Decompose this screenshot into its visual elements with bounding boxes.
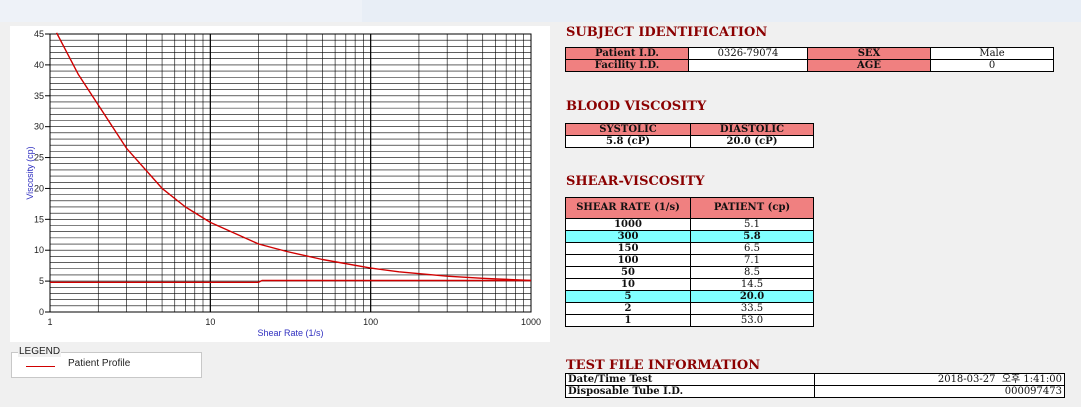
patient-cp-cell: 33.5 bbox=[690, 302, 814, 315]
blood-title: BLOOD VISCOSITY bbox=[566, 99, 707, 114]
y-tick-label: 45 bbox=[34, 29, 44, 39]
systolic-label: SYSTOLIC bbox=[565, 123, 691, 136]
y-tick-label: 10 bbox=[34, 245, 44, 255]
systolic-value: 5.8 (cP) bbox=[565, 135, 691, 148]
shear-row: 1 53.0 bbox=[565, 314, 814, 327]
shear-rate-cell: 2 bbox=[565, 302, 691, 315]
shear-title: SHEAR-VISCOSITY bbox=[566, 174, 705, 189]
y-tick-label: 5 bbox=[39, 276, 44, 286]
facility-id-value bbox=[688, 59, 808, 72]
sex-value: Male bbox=[930, 47, 1054, 60]
shear-rate-cell: 1000 bbox=[565, 218, 691, 231]
patient-cp-cell: 20.0 bbox=[690, 290, 814, 303]
x-tick-label: 1 bbox=[47, 317, 52, 327]
shear-rate-cell: 1 bbox=[565, 314, 691, 327]
y-tick-label: 30 bbox=[34, 122, 44, 132]
sex-label: SEX bbox=[807, 47, 931, 60]
plot-area bbox=[49, 33, 532, 313]
patient-cp-cell: 6.5 bbox=[690, 242, 814, 255]
patient-cp-header: PATIENT (cp) bbox=[690, 197, 814, 219]
blood-table: SYSTOLIC DIASTOLIC 5.8 (cP) 20.0 (cP) bbox=[565, 123, 814, 148]
shear-rate-cell: 10 bbox=[565, 278, 691, 291]
patient-cp-cell: 8.5 bbox=[690, 266, 814, 279]
age-label: AGE bbox=[807, 59, 931, 72]
shear-row: 5 20.0 bbox=[565, 290, 814, 303]
top-strip bbox=[0, 0, 1081, 22]
patient-cp-cell: 14.5 bbox=[690, 278, 814, 291]
shear-rate-cell: 5 bbox=[565, 290, 691, 303]
top-strip-left bbox=[0, 0, 362, 22]
shear-row: 1000 5.1 bbox=[565, 218, 814, 231]
shear-rate-cell: 100 bbox=[565, 254, 691, 267]
patient-cp-cell: 5.8 bbox=[690, 230, 814, 243]
shear-rate-cell: 150 bbox=[565, 242, 691, 255]
test-file-table: Date/Time Test 2018-03-27 오후 1:41:00 Dis… bbox=[565, 373, 1065, 398]
y-tick-label: 35 bbox=[34, 91, 44, 101]
shear-row: 100 7.1 bbox=[565, 254, 814, 267]
shear-row: 10 14.5 bbox=[565, 278, 814, 291]
x-tick-label: 1000 bbox=[521, 317, 541, 327]
shear-table: SHEAR RATE (1/s) PATIENT (cp) 1000 5.1 300… bbox=[565, 197, 814, 327]
y-axis-label: Viscosity (cp) bbox=[25, 146, 35, 199]
tube-value: 000097473 bbox=[814, 385, 1065, 398]
age-value: 0 bbox=[930, 59, 1054, 72]
y-tick-label: 25 bbox=[34, 153, 44, 163]
y-tick-label: 20 bbox=[34, 183, 44, 193]
datetime-label: Date/Time Test bbox=[565, 373, 815, 386]
legend-line-icon bbox=[26, 366, 55, 367]
legend: LEGEND Patient Profile bbox=[11, 346, 202, 378]
diastolic-label: DIASTOLIC bbox=[690, 123, 814, 136]
patient-cp-cell: 7.1 bbox=[690, 254, 814, 267]
diastolic-value: 20.0 (cP) bbox=[690, 135, 814, 148]
subject-table: Patient I.D. 0326-79074 SEX Male Facilit… bbox=[565, 47, 1054, 72]
viscosity-chart: 0 5 10 15 20 25 30 35 40 45 1 10 100 1000 Shear Rate (… bbox=[10, 26, 550, 342]
patient-id-value: 0326-79074 bbox=[688, 47, 808, 60]
series-line-reference bbox=[50, 279, 531, 283]
datetime-value: 2018-03-27 오후 1:41:00 bbox=[814, 373, 1065, 386]
y-tick-label: 40 bbox=[34, 60, 44, 70]
subject-title: SUBJECT IDENTIFICATION bbox=[566, 25, 768, 40]
patient-cp-cell: 5.1 bbox=[690, 218, 814, 231]
legend-label: Patient Profile bbox=[68, 358, 131, 369]
tube-label: Disposable Tube I.D. bbox=[565, 385, 815, 398]
shear-rate-cell: 50 bbox=[565, 266, 691, 279]
patient-id-label: Patient I.D. bbox=[565, 47, 689, 60]
shear-rate-header: SHEAR RATE (1/s) bbox=[565, 197, 691, 219]
shear-row: 2 33.5 bbox=[565, 302, 814, 315]
y-tick-label: 15 bbox=[34, 214, 44, 224]
shear-row: 150 6.5 bbox=[565, 242, 814, 255]
test-file-title: TEST FILE INFORMATION bbox=[566, 358, 761, 373]
x-tick-label: 100 bbox=[363, 317, 378, 327]
patient-cp-cell: 53.0 bbox=[690, 314, 814, 327]
shear-rate-cell: 300 bbox=[565, 230, 691, 243]
x-tick-label: 10 bbox=[205, 317, 215, 327]
x-axis-label: Shear Rate (1/s) bbox=[257, 328, 323, 338]
legend-title: LEGEND bbox=[18, 346, 62, 357]
y-tick-label: 0 bbox=[39, 307, 44, 317]
shear-row: 300 5.8 bbox=[565, 230, 814, 243]
shear-row: 50 8.5 bbox=[565, 266, 814, 279]
facility-id-label: Facility I.D. bbox=[565, 59, 689, 72]
series-line-patient-profile bbox=[55, 32, 532, 282]
